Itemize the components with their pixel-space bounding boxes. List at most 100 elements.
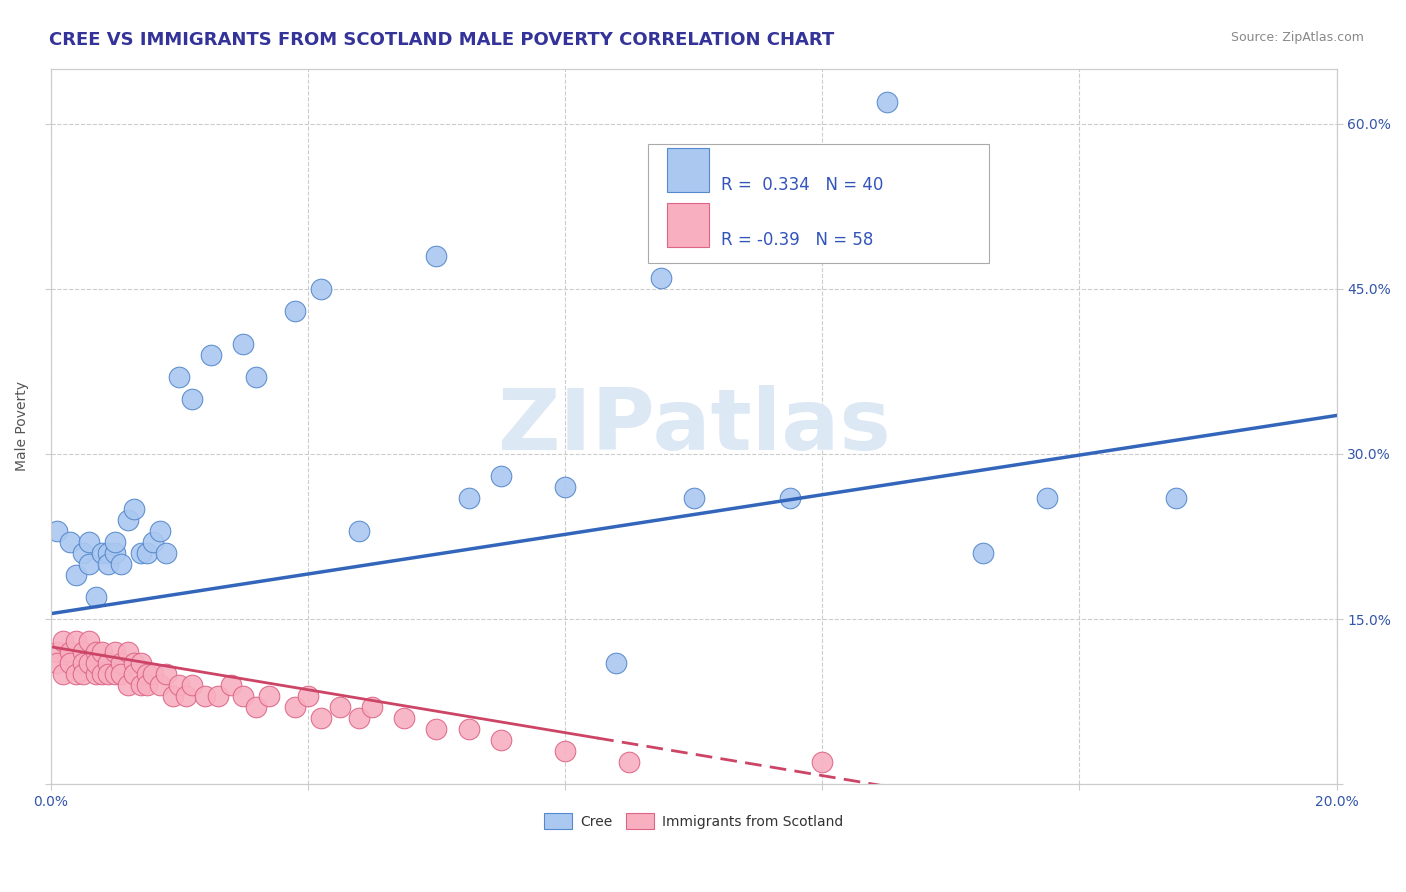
Point (104, 535, 127, 549)
Point (682, 491, 704, 505)
Point (136, 678, 159, 692)
Point (162, 690, 184, 704)
Point (91, 546, 114, 560)
Point (284, 303, 307, 318)
Point (232, 690, 254, 704)
Point (297, 690, 319, 704)
Point (129, 546, 152, 560)
Point (394, 711, 416, 725)
Point (142, 667, 165, 681)
Point (309, 282, 332, 296)
Point (425, 723, 447, 737)
Point (91, 645, 114, 659)
Point (779, 491, 801, 505)
Point (122, 657, 145, 671)
Point (309, 711, 332, 725)
Point (257, 690, 280, 704)
Point (72, 546, 94, 560)
Point (104, 546, 127, 560)
Point (84, 657, 107, 671)
Point (284, 700, 307, 714)
Point (46, 524, 69, 538)
Point (605, 657, 627, 671)
Point (619, 756, 641, 770)
Text: ZIPatlas: ZIPatlas (496, 385, 890, 468)
Point (77, 657, 100, 671)
Text: R = -0.39   N = 58: R = -0.39 N = 58 (721, 231, 873, 249)
Point (129, 678, 152, 692)
Point (84, 645, 107, 659)
Point (46, 645, 69, 659)
Point (91, 667, 114, 681)
Y-axis label: Male Poverty: Male Poverty (15, 382, 30, 472)
Point (1036, 491, 1059, 505)
Point (136, 667, 159, 681)
Point (457, 723, 479, 737)
Point (489, 733, 512, 747)
Point (77, 634, 100, 648)
Point (59, 645, 82, 659)
Point (181, 392, 204, 406)
Point (554, 744, 576, 758)
Point (347, 524, 370, 538)
Point (72, 667, 94, 681)
Point (200, 348, 222, 362)
Point (207, 690, 229, 704)
Point (245, 700, 267, 714)
Point (167, 678, 190, 692)
Point (65, 568, 87, 582)
Point (104, 645, 127, 659)
Point (52, 667, 75, 681)
Point (117, 645, 139, 659)
Point (149, 524, 172, 538)
Point (84, 590, 107, 604)
Text: R =  0.334   N = 40: R = 0.334 N = 40 (721, 177, 883, 194)
Point (46, 657, 69, 671)
Point (142, 535, 165, 549)
Point (72, 645, 94, 659)
Point (97, 667, 120, 681)
Point (489, 469, 512, 483)
Point (650, 270, 672, 285)
Point (77, 557, 100, 571)
Point (232, 336, 254, 351)
Point (97, 557, 120, 571)
Point (52, 634, 75, 648)
Point (219, 678, 242, 692)
Point (65, 634, 87, 648)
Point (122, 667, 145, 681)
Point (811, 756, 834, 770)
Point (1164, 491, 1187, 505)
Point (347, 711, 370, 725)
Point (136, 546, 159, 560)
Point (245, 370, 267, 384)
Point (167, 370, 190, 384)
Point (117, 513, 139, 527)
Point (361, 700, 384, 714)
Point (84, 667, 107, 681)
Point (104, 667, 127, 681)
Point (129, 657, 152, 671)
Point (155, 546, 177, 560)
Point (174, 690, 197, 704)
Point (110, 667, 132, 681)
Point (97, 546, 120, 560)
Point (194, 690, 217, 704)
Point (122, 502, 145, 516)
Point (110, 557, 132, 571)
Point (554, 480, 576, 494)
Point (329, 700, 352, 714)
Point (181, 678, 204, 692)
Point (972, 546, 994, 560)
Point (77, 535, 100, 549)
Point (59, 535, 82, 549)
Point (149, 678, 172, 692)
Point (72, 657, 94, 671)
Point (876, 95, 898, 109)
Point (110, 657, 132, 671)
Point (117, 678, 139, 692)
Point (457, 491, 479, 505)
Point (97, 657, 120, 671)
Legend: Cree, Immigrants from Scotland: Cree, Immigrants from Scotland (538, 807, 849, 835)
Text: CREE VS IMMIGRANTS FROM SCOTLAND MALE POVERTY CORRELATION CHART: CREE VS IMMIGRANTS FROM SCOTLAND MALE PO… (49, 31, 834, 49)
